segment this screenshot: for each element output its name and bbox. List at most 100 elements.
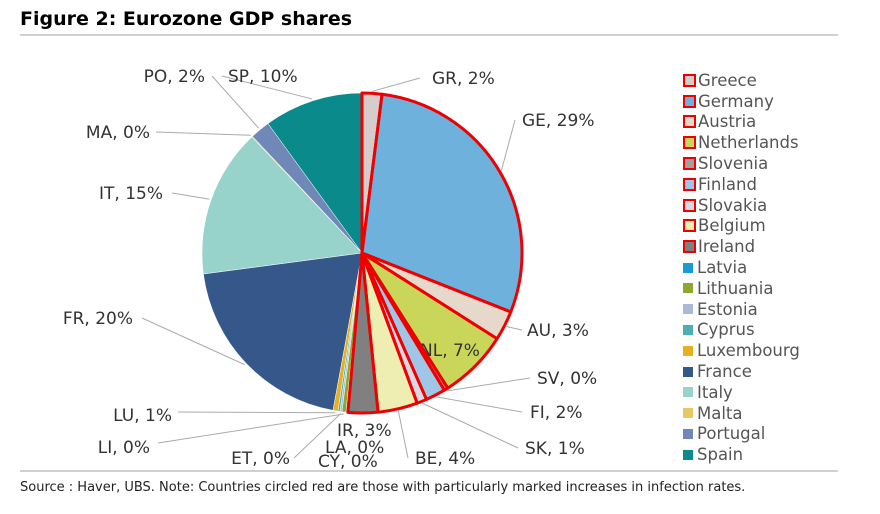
data-label: SK, 1% (525, 439, 585, 459)
legend-item: Cyprus (683, 320, 800, 341)
legend-item: Netherlands (683, 132, 800, 153)
leader-line (171, 192, 210, 200)
legend-item: Luxembourg (683, 340, 800, 361)
leader-line (506, 326, 523, 331)
legend-item: Estonia (683, 299, 800, 320)
legend-swatch (683, 198, 696, 212)
data-label: FR, 20% (63, 309, 133, 329)
legend-swatch (683, 73, 696, 87)
pie-slice-spain (267, 92, 363, 254)
leader-line (221, 75, 313, 100)
legend-label: Ireland (698, 237, 756, 257)
leader-line (157, 413, 344, 444)
legend-label: Belgium (698, 216, 766, 236)
legend-item: Germany (683, 91, 800, 112)
legend-item: France (683, 361, 800, 382)
legend-swatch (683, 177, 696, 191)
data-label: AU, 3% (527, 321, 589, 341)
legend-swatch (683, 387, 693, 398)
legend-item: Ireland (683, 236, 800, 257)
data-label: LA, 0% (325, 438, 384, 458)
data-label: MA, 0% (86, 123, 150, 143)
legend-swatch (683, 366, 693, 377)
legend-label: Spain (697, 445, 744, 465)
data-label: IT, 15% (99, 184, 163, 204)
legend-item: Lithuania (683, 278, 800, 299)
data-label: PO, 2% (144, 67, 205, 87)
legend-swatch (683, 262, 693, 273)
data-label: SP, 10% (228, 67, 298, 87)
data-label: GE, 29% (522, 111, 595, 131)
legend-label: Luxembourg (697, 341, 800, 361)
chart-title: Figure 2: Eurozone GDP shares (20, 8, 353, 30)
data-label: LU, 1% (113, 406, 172, 426)
legend-swatch (683, 449, 693, 460)
leader-line (155, 131, 251, 136)
legend-item: Finland (683, 174, 800, 195)
legend-label: Slovakia (698, 195, 768, 215)
legend-item: Italy (683, 382, 800, 403)
legend-label: Cyprus (697, 320, 755, 340)
legend-swatch (683, 283, 693, 294)
legend-label: Lithuania (697, 278, 774, 298)
legend-label: Greece (698, 70, 757, 90)
leader-line (177, 411, 336, 414)
legend-swatch (683, 345, 693, 356)
legend-swatch (683, 219, 696, 233)
legend-label: Latvia (697, 258, 748, 278)
legend: Greece Germany Austria Netherlands Slovenia F… (683, 70, 800, 465)
title-divider (20, 34, 838, 36)
legend-label: Austria (698, 112, 757, 132)
legend-swatch (683, 428, 693, 439)
data-label: IR, 3% (337, 421, 392, 441)
legend-item: Slovenia (683, 153, 800, 174)
legend-swatch (683, 157, 696, 171)
data-label: CY, 0% (318, 452, 378, 472)
legend-swatch (683, 408, 693, 419)
data-label: FI, 2% (530, 403, 583, 423)
data-label: NL, 7% (420, 341, 480, 361)
leader-line (447, 377, 531, 392)
legend-item: Latvia (683, 257, 800, 278)
pie-slice-germany (360, 92, 524, 314)
legend-item: Spain (683, 444, 800, 465)
pie-slice-italy (201, 136, 363, 275)
legend-label: Finland (698, 174, 757, 194)
leader-line (397, 410, 409, 459)
leader-line (211, 75, 260, 129)
legend-swatch (683, 115, 696, 129)
legend-label: Estonia (697, 299, 758, 319)
data-label: BE, 4% (415, 449, 475, 469)
source-note: Source : Haver, UBS. Note: Countries cir… (20, 480, 746, 495)
pie-slice-ireland (346, 251, 380, 415)
leader-line (293, 413, 342, 459)
data-label: LI, 0% (98, 438, 150, 458)
legend-swatch (683, 136, 696, 150)
leader-line (500, 119, 516, 171)
legend-label: Portugal (697, 424, 766, 444)
source-divider (20, 470, 838, 472)
legend-item: Austria (683, 112, 800, 133)
legend-item: Malta (683, 403, 800, 424)
legend-item: Belgium (683, 216, 800, 237)
legend-item: Portugal (683, 424, 800, 445)
leader-line (422, 402, 519, 449)
legend-label: Netherlands (698, 133, 799, 153)
legend-label: Germany (698, 91, 774, 111)
data-label: GR, 2% (432, 69, 495, 89)
legend-swatch (683, 240, 696, 254)
legend-item: Greece (683, 70, 800, 91)
leader-line (141, 317, 245, 366)
leader-line (436, 396, 523, 413)
legend-swatch (683, 324, 693, 335)
data-label: SV, 0% (537, 369, 597, 389)
legend-label: Malta (697, 403, 743, 423)
pie-slice-france (203, 252, 363, 411)
data-label: ET, 0% (231, 449, 290, 469)
legend-swatch (683, 94, 696, 108)
legend-label: Slovenia (698, 154, 769, 174)
legend-swatch (683, 304, 693, 315)
legend-item: Slovakia (683, 195, 800, 216)
legend-label: Italy (697, 382, 733, 402)
